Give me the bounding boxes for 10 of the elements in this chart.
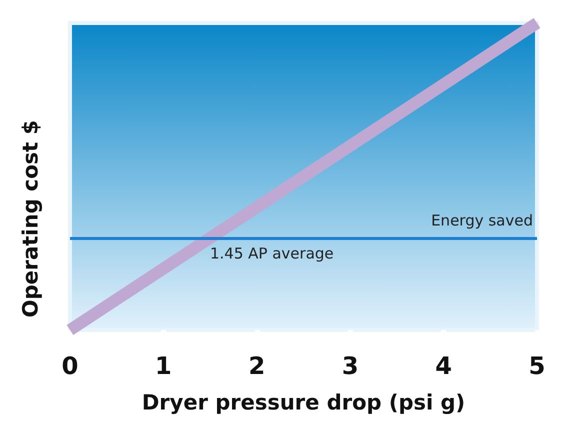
x-tick-label: 3 bbox=[342, 352, 359, 380]
x-tick-label: 1 bbox=[155, 352, 172, 380]
annotation: Energy saved bbox=[431, 212, 534, 230]
x-tick-label: 0 bbox=[62, 352, 78, 380]
ref-line-label: 1.45 AP average bbox=[210, 244, 334, 262]
x-axis-title: Dryer pressure drop (psi g) bbox=[142, 390, 466, 414]
x-tick-label: 2 bbox=[248, 352, 266, 380]
x-tick-label: 4 bbox=[435, 352, 452, 380]
y-axis-title: Operating cost $ bbox=[18, 120, 42, 318]
x-tick-label: 5 bbox=[528, 352, 546, 380]
